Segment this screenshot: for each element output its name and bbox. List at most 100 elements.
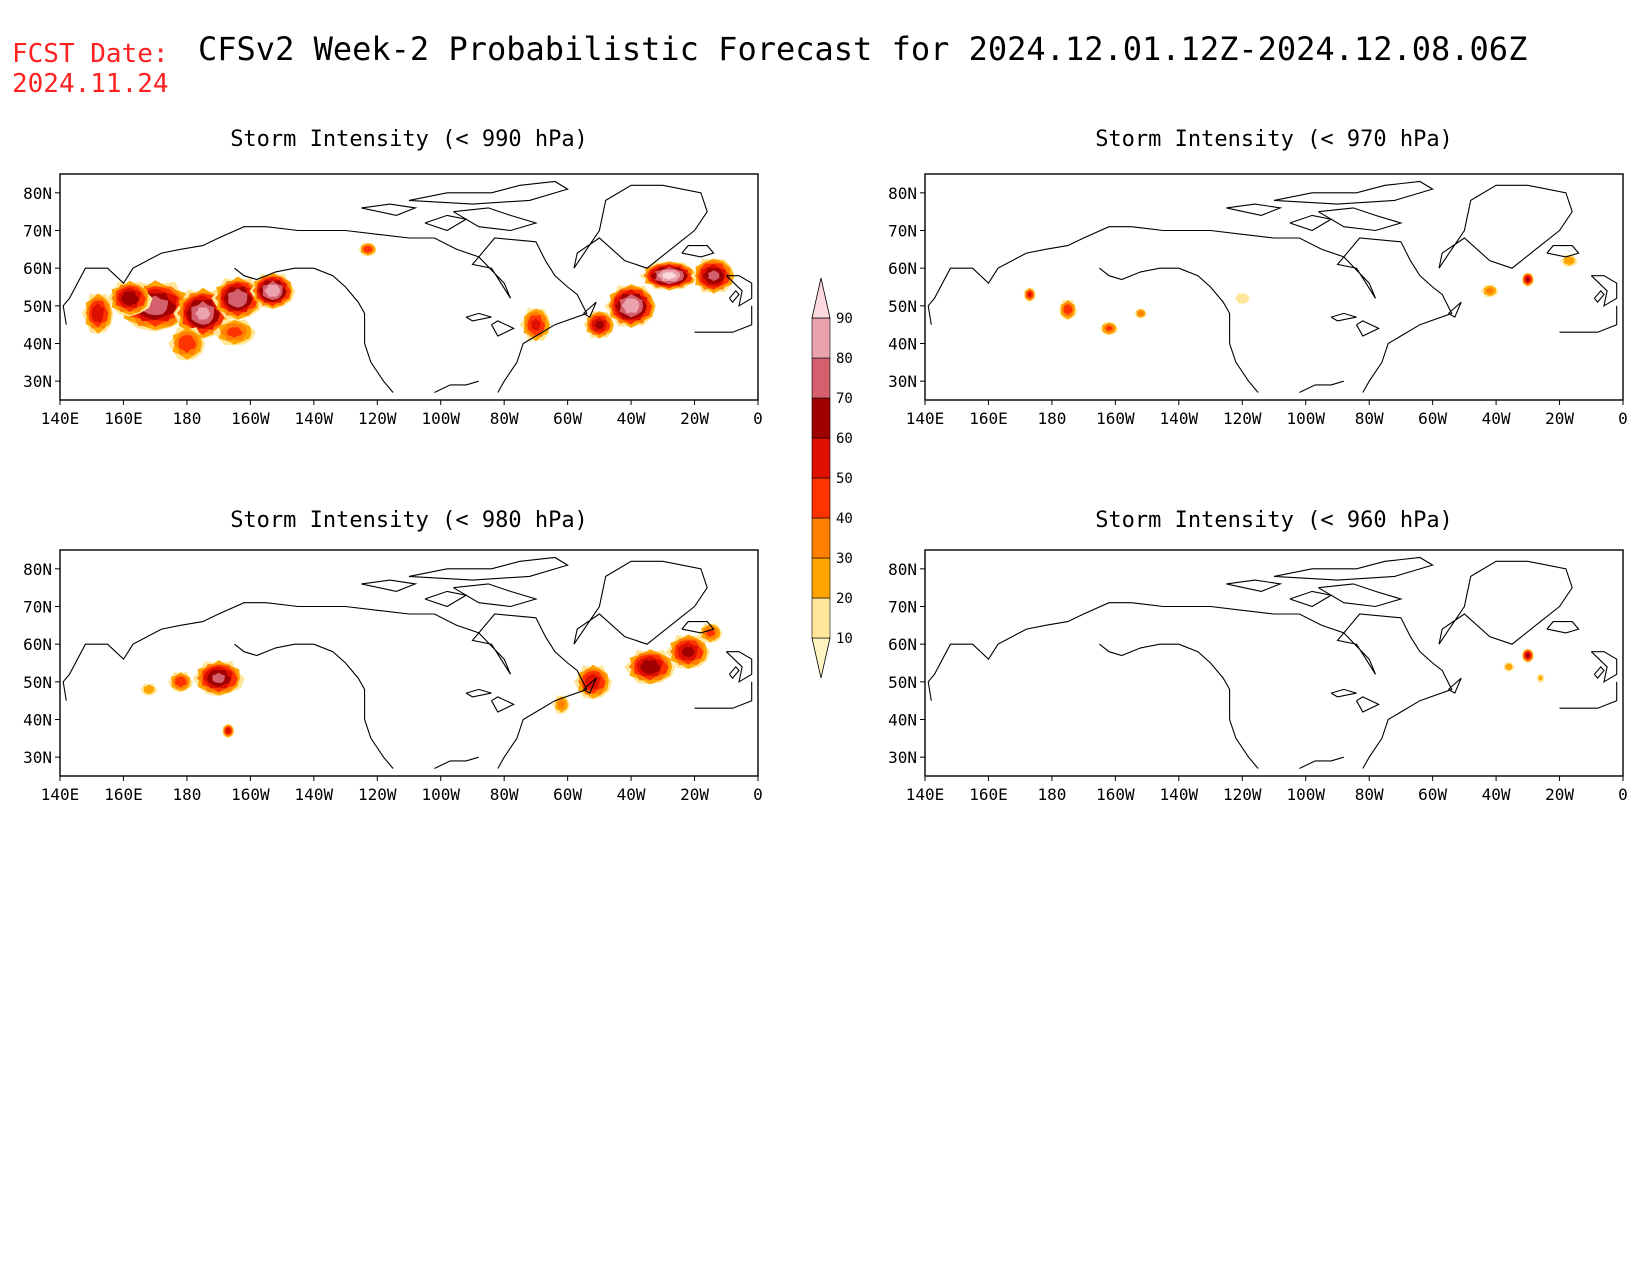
coastline bbox=[1590, 275, 1618, 307]
prob-contour-50 bbox=[531, 318, 541, 331]
coastline bbox=[234, 643, 394, 769]
coastline bbox=[1356, 320, 1380, 337]
prob-contour-20 bbox=[1563, 255, 1575, 266]
prob-contour-40 bbox=[363, 246, 373, 254]
lat-tick-label: 70N bbox=[888, 222, 917, 241]
prob-contour-50 bbox=[225, 727, 231, 734]
colorbar-swatch bbox=[811, 437, 831, 479]
coastline bbox=[1559, 681, 1618, 709]
lon-tick-label: 80W bbox=[1355, 785, 1384, 804]
prob-contour-40 bbox=[1106, 325, 1113, 332]
prob-contour-40 bbox=[178, 335, 197, 353]
coastline bbox=[453, 207, 538, 232]
coastline bbox=[573, 184, 708, 269]
coastline bbox=[424, 590, 468, 608]
lon-tick-label: 160E bbox=[969, 785, 1008, 804]
lat-tick-label: 80N bbox=[23, 184, 52, 203]
colorbar-label: 50 bbox=[836, 471, 853, 487]
prob-contour-70 bbox=[212, 672, 225, 683]
lon-tick-label: 160W bbox=[231, 409, 270, 428]
lon-tick-label: 60W bbox=[1418, 409, 1447, 428]
coastline bbox=[361, 203, 418, 216]
lat-tick-label: 30N bbox=[888, 372, 917, 391]
coastline bbox=[361, 579, 418, 592]
lon-tick-label: 120W bbox=[358, 785, 397, 804]
prob-contour-40 bbox=[1063, 304, 1073, 316]
prob-contour-40 bbox=[175, 676, 187, 688]
coastline bbox=[1289, 214, 1333, 232]
prob-contour-60 bbox=[1526, 653, 1530, 658]
prob-contour-70 bbox=[228, 288, 248, 308]
prob-contour-40 bbox=[227, 327, 243, 338]
coastline bbox=[1593, 289, 1605, 303]
prob-contour-60 bbox=[121, 291, 140, 306]
lat-tick-label: 40N bbox=[23, 335, 52, 354]
coastline bbox=[1099, 267, 1259, 393]
lon-tick-label: 100W bbox=[421, 409, 460, 428]
lon-tick-label: 40W bbox=[1482, 409, 1511, 428]
lat-tick-label: 30N bbox=[23, 748, 52, 767]
coastline bbox=[1356, 696, 1380, 713]
lon-tick-label: 80W bbox=[1355, 409, 1384, 428]
lon-tick-label: 40W bbox=[1482, 785, 1511, 804]
prob-contour-60 bbox=[639, 659, 661, 675]
fcst-date: 2024.11.24 bbox=[12, 69, 169, 99]
lat-tick-label: 50N bbox=[23, 673, 52, 692]
panel-title: Storm Intensity (< 960 hPa) bbox=[1095, 508, 1453, 533]
colorbar-swatch bbox=[811, 357, 831, 399]
coastline bbox=[1226, 579, 1283, 592]
lon-tick-label: 140E bbox=[41, 409, 80, 428]
coastline bbox=[694, 305, 753, 333]
colorbar-label: 40 bbox=[836, 511, 853, 527]
lat-tick-label: 70N bbox=[888, 598, 917, 617]
lon-tick-label: 120W bbox=[1223, 409, 1262, 428]
coastline bbox=[725, 651, 753, 683]
prob-contour-50 bbox=[91, 303, 105, 323]
colorbar-label: 70 bbox=[836, 391, 853, 407]
map-panel-p960: Storm Intensity (< 960 hPa) 140E 160E 180 16… bbox=[888, 508, 1628, 804]
map-panel-p980: Storm Intensity (< 980 hPa) 140E 160E 180 16… bbox=[23, 508, 763, 804]
coastline bbox=[1546, 621, 1580, 634]
lon-tick-label: 0 bbox=[1618, 409, 1628, 428]
coastline bbox=[573, 560, 708, 645]
lat-tick-label: 50N bbox=[888, 673, 917, 692]
panel-title: Storm Intensity (< 980 hPa) bbox=[230, 508, 588, 533]
coastline bbox=[1299, 380, 1344, 393]
coastline bbox=[1330, 312, 1357, 322]
lon-tick-label: 160E bbox=[969, 409, 1008, 428]
coastline bbox=[728, 289, 740, 303]
colorbar-swatch bbox=[811, 397, 831, 439]
lon-tick-label: 140E bbox=[41, 785, 80, 804]
lon-tick-label: 120W bbox=[358, 409, 397, 428]
coastline bbox=[408, 180, 569, 205]
prob-contour-20 bbox=[1538, 675, 1543, 681]
coastline bbox=[681, 621, 715, 634]
lon-tick-label: 180 bbox=[1037, 785, 1066, 804]
lat-tick-label: 40N bbox=[888, 711, 917, 730]
lon-tick-label: 80W bbox=[490, 785, 519, 804]
coastline bbox=[1593, 665, 1605, 679]
lat-tick-label: 40N bbox=[23, 711, 52, 730]
probability-field bbox=[62, 556, 753, 769]
figure-title: CFSv2 Week-2 Probabilistic Forecast for … bbox=[198, 30, 1527, 68]
panel-title: Storm Intensity (< 990 hPa) bbox=[230, 127, 588, 152]
prob-contour-80 bbox=[195, 307, 211, 320]
prob-contour-90 bbox=[662, 272, 677, 280]
lat-tick-label: 60N bbox=[23, 635, 52, 654]
coastline bbox=[491, 696, 515, 713]
coastline bbox=[1448, 677, 1462, 694]
coastline bbox=[1559, 305, 1618, 333]
coastline bbox=[927, 226, 1453, 393]
coastline bbox=[1438, 184, 1573, 269]
coastline bbox=[491, 320, 515, 337]
coastline bbox=[1273, 180, 1434, 205]
colorbar-label: 10 bbox=[836, 631, 853, 647]
lon-tick-label: 140W bbox=[1160, 409, 1199, 428]
lon-tick-label: 20W bbox=[1545, 409, 1574, 428]
colorbar-swatch bbox=[811, 277, 831, 319]
coastline bbox=[465, 688, 492, 698]
lat-tick-label: 50N bbox=[888, 297, 917, 316]
coastline bbox=[434, 756, 479, 769]
lon-tick-label: 20W bbox=[680, 409, 709, 428]
lon-tick-label: 120W bbox=[1223, 785, 1262, 804]
